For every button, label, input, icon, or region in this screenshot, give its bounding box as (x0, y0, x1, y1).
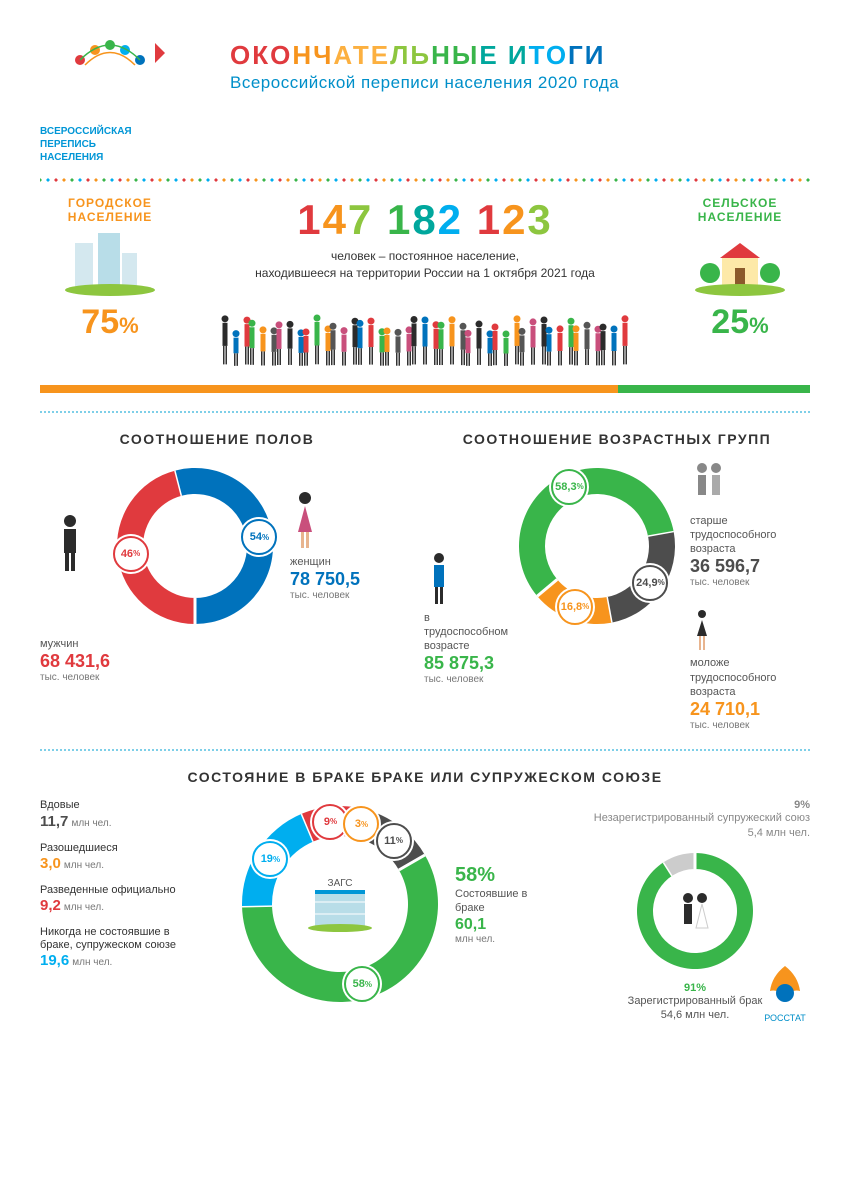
gender-donut: 46% 54% (110, 461, 280, 631)
village-icon (690, 228, 790, 298)
rural-percent: 25% (670, 303, 810, 342)
elder-unit: тыс. человек (690, 577, 810, 588)
people-crowd-icon (215, 290, 635, 370)
age-section: СООТНОШЕНИЕ ВОЗРАСТНЫХ ГРУПП в трудоспос… (424, 431, 810, 732)
page-subtitle: Всероссийской переписи населения 2020 го… (230, 73, 810, 93)
young-unit: тыс. человек (690, 720, 810, 731)
city-icon (60, 228, 160, 298)
elderly-icon (690, 461, 730, 511)
urban-block: ГОРОДСКОЕНАСЕЛЕНИЕ 75% (40, 196, 180, 342)
divider-dotted (40, 178, 810, 182)
men-unit: тыс. человек (40, 672, 394, 683)
urban-percent: 75% (40, 303, 180, 342)
zags-building-icon: ЗАГС (305, 876, 375, 932)
divider-1 (40, 411, 810, 413)
gender-pct-men: 46% (113, 536, 149, 572)
working-block: в трудоспособном возрасте 85 875,3 тыс. … (424, 461, 504, 686)
marital-title: СОСТОЯНИЕ В БРАКЕ БРАКЕ ИЛИ СУПРУЖЕСКОМ … (40, 769, 810, 785)
demographics-row: СООТНОШЕНИЕ ПОЛОВ 46% 54% женщин 78 750,… (40, 431, 810, 732)
women-value: 78 750,5 (290, 569, 380, 590)
header: ВСЕРОССИЙСКАЯ ПЕРЕПИСЬ НАСЕЛЕНИЯ ОКОНЧАТ… (40, 30, 810, 164)
women-unit: тыс. человек (290, 590, 380, 601)
age-title: СООТНОШЕНИЕ ВОЗРАСТНЫХ ГРУПП (424, 431, 810, 447)
divider-2 (40, 749, 810, 751)
population-desc: человек – постоянное население, находивш… (180, 248, 670, 282)
gender-section: СООТНОШЕНИЕ ПОЛОВ 46% 54% женщин 78 750,… (40, 431, 394, 732)
marital-pct-widowed: 11% (376, 823, 412, 859)
marital-donut-main: ЗАГС 58% 19% 9% 3% 11% 58% Состоявши (210, 799, 570, 1009)
women-label: женщин (290, 555, 380, 569)
working-label: в трудоспособном возрасте (424, 611, 504, 654)
urban-rural-bar (40, 385, 810, 393)
logo-icon (40, 30, 210, 120)
elder-label: старше трудоспособного возраста (690, 514, 810, 557)
age-right-col: старше трудоспособного возраста 36 596,7… (690, 461, 810, 732)
working-value: 85 875,3 (424, 653, 504, 674)
logo-text-2: ПЕРЕПИСЬ (40, 138, 210, 151)
woman-icon (290, 490, 320, 550)
marital-sub-donut (630, 846, 760, 976)
logo-text-1: ВСЕРОССИЙСКАЯ (40, 125, 210, 138)
marital-legend-left: Вдовые11,7 млн чел.Разошедшиеся3,0 млн ч… (40, 799, 200, 981)
age-donut: 58,3% 24,9% 16,8% (512, 461, 682, 631)
gender-title: СООТНОШЕНИЕ ПОЛОВ (40, 431, 394, 447)
population-number: 147 182 123 (180, 196, 670, 244)
rural-title: СЕЛЬСКОЕНАСЕЛЕНИЕ (670, 196, 810, 224)
eagle-icon (760, 961, 810, 1011)
urban-title: ГОРОДСКОЕНАСЕЛЕНИЕ (40, 196, 180, 224)
age-pct-working: 58,3% (551, 469, 587, 505)
rosstat-logo: РОССТАТ (760, 961, 810, 1023)
man-icon (55, 513, 85, 573)
rural-block: СЕЛЬСКОЕНАСЕЛЕНИЕ 25% (670, 196, 810, 342)
age-pct-elder: 24,9% (632, 565, 668, 601)
men-block (40, 513, 100, 578)
young-label: моложе трудоспособного возраста (690, 656, 810, 699)
couple-icon (670, 886, 720, 936)
page-title: ОКОНЧАТЕЛЬНЫЕ ИТОГИ (230, 40, 810, 71)
elder-value: 36 596,7 (690, 556, 810, 577)
women-block: женщин 78 750,5 тыс. человек (290, 490, 380, 601)
men-value: 68 431,6 (40, 651, 394, 672)
child-icon (690, 608, 714, 653)
adult-icon (424, 551, 454, 606)
population-section: ГОРОДСКОЕНАСЕЛЕНИЕ 75% 147 182 123 челов… (40, 196, 810, 375)
census-logo: ВСЕРОССИЙСКАЯ ПЕРЕПИСЬ НАСЕЛЕНИЯ (40, 30, 210, 164)
age-pct-young: 16,8% (557, 589, 593, 625)
marital-section: СОСТОЯНИЕ В БРАКЕ БРАКЕ ИЛИ СУПРУЖЕСКОМ … (40, 769, 810, 1022)
population-center: 147 182 123 человек – постоянное населен… (180, 196, 670, 375)
men-label: мужчин (40, 637, 394, 651)
men-stats: мужчин 68 431,6 тыс. человек (40, 637, 394, 683)
young-value: 24 710,1 (690, 699, 810, 720)
married-callout: 58% Состоявшие в браке 60,1 млн чел. (455, 864, 545, 945)
working-unit: тыс. человек (424, 674, 504, 685)
logo-text-3: НАСЕЛЕНИЯ (40, 151, 210, 164)
svg-text:ЗАГС: ЗАГС (328, 878, 353, 889)
